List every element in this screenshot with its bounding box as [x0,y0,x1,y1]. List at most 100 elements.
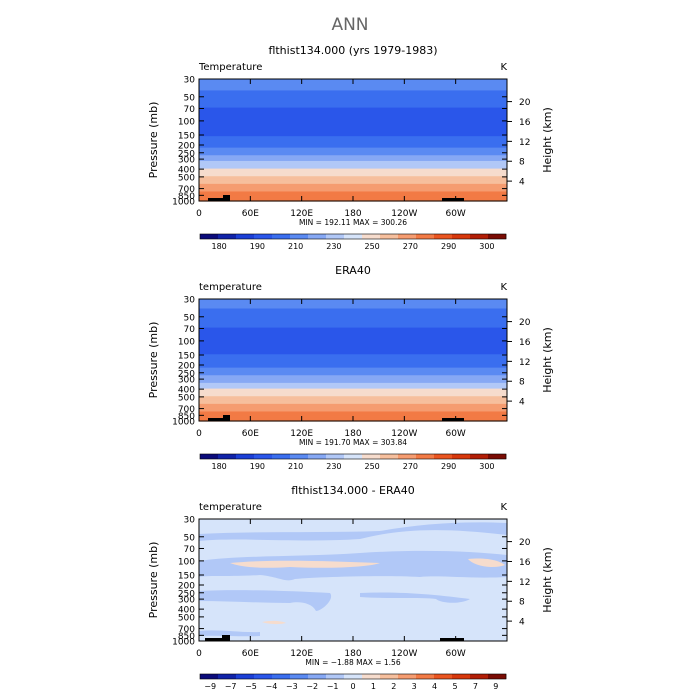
y-tick-label: 300 [178,596,195,606]
contour-band [199,92,507,95]
colorbar-label: 300 [479,462,494,471]
contour-band [199,140,507,143]
colorbar-label: −9 [204,682,216,691]
panel-1: flthist134.000 (yrs 1979-1983) Temperatur… [147,44,554,251]
y-right-tick-label: 8 [519,598,525,608]
contour-field [199,79,507,202]
contour-band [199,358,507,361]
contour-band [199,382,507,386]
colorbar-swatch [398,234,417,239]
contour-band [199,109,507,113]
contour-band [199,86,507,90]
colorbar-swatch [380,454,399,459]
contour-band [199,147,507,151]
contour-band [199,409,507,413]
y-right-tick-label: 16 [519,338,531,348]
contour-band [199,327,507,331]
colorbar-frame [199,233,507,240]
x-tick-label: 60W [445,649,465,659]
contour-band [199,401,507,405]
contour-band [199,119,507,122]
y-tick-label: 30 [184,516,196,526]
contour-band [199,185,507,189]
panel-title: ERA40 [335,264,371,277]
colorbar-label: 5 [452,682,457,691]
contour-band [199,99,507,103]
contour-band [199,413,507,416]
contour-band [199,145,507,149]
colorbar-swatch [200,234,219,239]
colorbar-swatch [308,674,327,679]
colorbar-label: 210 [288,462,303,471]
contour-band [199,193,507,196]
contour-band [199,180,507,183]
contour-band [199,360,507,363]
contour-band [199,403,507,407]
colorbar-swatch [362,674,381,679]
contour-band [199,164,507,168]
colorbar-label: 3 [412,682,417,691]
contour-band [199,356,507,359]
contour-band [199,314,507,317]
colorbar-swatch [344,234,363,239]
x-tick-label: 120E [290,429,313,439]
y-right-tick-label: 8 [519,378,525,388]
y-right-axis-label: Height (km) [541,547,554,613]
contour-band [199,308,507,312]
contour-band [199,176,507,179]
topography-mask [223,195,230,201]
contour-band [199,174,507,177]
contour-band [199,90,507,93]
contour-band [199,384,507,388]
y-tick-label: 200 [178,142,195,152]
colorbar-swatch [470,454,489,459]
y-tick-label: 400 [178,166,195,176]
colorbar-label: 0 [350,682,355,691]
colorbar-swatch [452,674,471,679]
contour-band [199,162,507,166]
y-tick-label: 700 [178,185,195,195]
contour-band [199,371,507,374]
colorbar-swatch [452,454,471,459]
min-max-label: MIN = 191.70 MAX = 303.84 [299,438,407,447]
contour-band [199,302,507,306]
y-tick-label: 150 [178,571,195,581]
contour-band [199,375,507,378]
colorbar-swatch [488,674,507,679]
colorbar-swatch [488,234,507,239]
contour-band [199,318,507,321]
contour-band [199,178,507,181]
variable-label: Temperature [198,62,262,73]
contour-band [199,340,507,344]
min-max-label: MIN = −1.88 MAX = 1.56 [305,658,400,667]
y-right-axis-label: Height (km) [541,327,554,393]
contour-patch [360,592,470,603]
contour-band [199,369,507,373]
y-tick-label: 70 [184,545,196,555]
contour-band [199,130,507,133]
contour-band [199,124,507,128]
y-tick-label: 50 [184,313,196,323]
y-right-tick-label: 20 [519,538,531,548]
x-tick-label: 0 [196,649,202,659]
colorbar-swatch [416,234,435,239]
contour-band [199,411,507,414]
variable-label: temperature [199,282,262,293]
colorbar-swatch [236,454,255,459]
colorbar-swatch [290,454,309,459]
y-tick-label: 50 [184,533,196,543]
contour-band [199,143,507,147]
colorbar-label: −7 [225,682,237,691]
contour-band [199,348,507,352]
y-right-tick-label: 20 [519,318,531,328]
contour-band [199,168,507,172]
topography-mask [208,418,230,421]
contour-band [199,396,507,399]
contour-patch [262,620,286,625]
colorbar-swatch [308,454,327,459]
contour-band [199,136,507,139]
units-label: K [500,62,507,73]
y-right-tick-label: 12 [519,578,530,588]
y-axis-label: Pressure (mb) [147,542,160,619]
